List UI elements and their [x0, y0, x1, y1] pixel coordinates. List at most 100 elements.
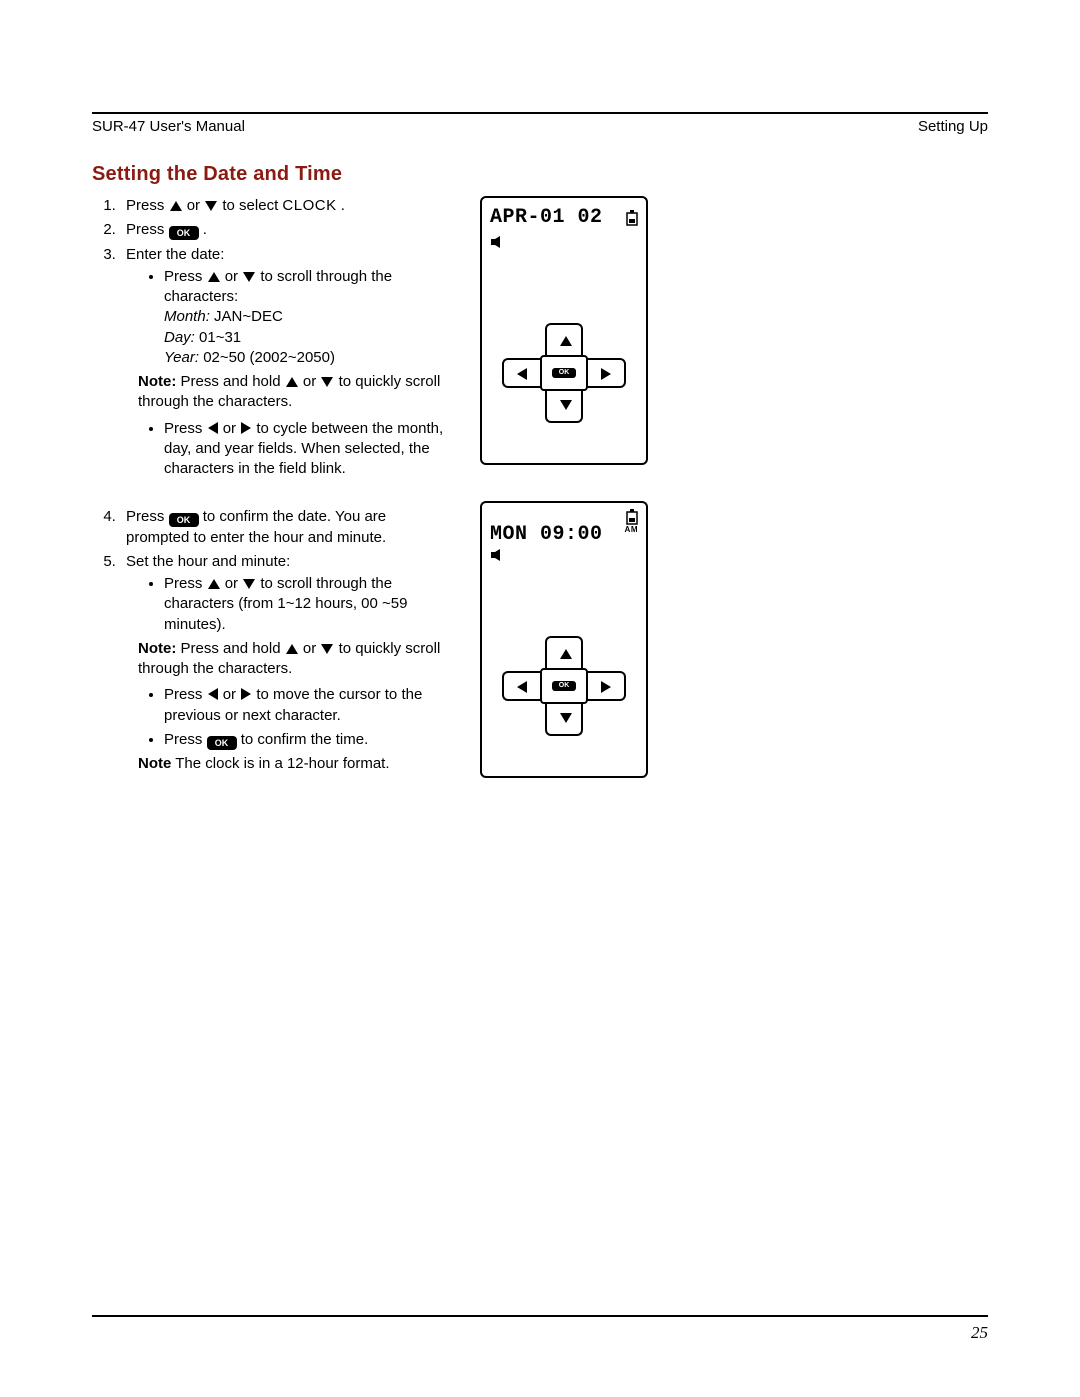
step-3-note: Note: Press and hold or to quickly scrol… — [138, 372, 452, 413]
up-triangle-icon — [207, 578, 221, 590]
ok-icon: OK — [552, 368, 576, 378]
note-label: Note: — [138, 640, 176, 657]
speaker-icon — [490, 235, 506, 249]
step-5-sublist-2: Press or to move the cursor to the previ… — [126, 685, 452, 750]
text: or — [223, 420, 241, 437]
clock-label: CLOCK — [282, 197, 336, 214]
header-left: SUR-47 User's Manual — [92, 118, 245, 135]
step-5-bullet-2: Press or to move the cursor to the previ… — [164, 685, 452, 726]
day-range: 01~31 — [195, 329, 241, 346]
month-label: Month: — [164, 308, 210, 325]
bottom-rule — [92, 1315, 988, 1317]
text: Press — [126, 221, 169, 238]
dpad-down-button — [545, 704, 583, 736]
dpad-left-button — [502, 358, 544, 388]
page-header: SUR-47 User's Manual Setting Up — [92, 118, 988, 135]
year-label: Year: — [164, 349, 199, 366]
header-right: Setting Up — [918, 118, 988, 135]
instructions-column: Press or to select CLOCK . Press OK . En… — [92, 196, 452, 780]
dpad-ok-button: OK — [540, 355, 588, 391]
down-triangle-icon — [320, 643, 334, 655]
ok-icon: OK — [552, 681, 576, 691]
top-rule — [92, 112, 988, 114]
step-1: Press or to select CLOCK . — [120, 196, 452, 216]
text: . — [341, 197, 345, 214]
dpad-down-button — [545, 391, 583, 423]
text: Press — [126, 508, 169, 525]
text: or — [225, 575, 243, 592]
text: Press — [126, 197, 169, 214]
month-range: JAN~DEC — [210, 308, 283, 325]
ok-icon: OK — [169, 513, 199, 527]
text: Press — [164, 575, 207, 592]
step-3-sublist-2: Press or to cycle between the month, day… — [126, 419, 452, 480]
step-2: Press OK . — [120, 220, 452, 240]
step-5-sublist: Press or to scroll through the character… — [126, 574, 452, 635]
text: to select — [222, 197, 282, 214]
step-5-note-1: Note: Press and hold or to quickly scrol… — [138, 639, 452, 680]
step-3-sublist: Press or to scroll through the character… — [126, 267, 452, 368]
battery-icon — [626, 210, 638, 226]
text: to confirm the time. — [241, 731, 369, 748]
dpad-up-button — [545, 636, 583, 668]
step-5-note-2: Note The clock is in a 12-hour format. — [138, 754, 452, 774]
dpad: OK — [494, 636, 634, 746]
dpad-ok-button: OK — [540, 668, 588, 704]
device-figure-date: APR-01 02 — [480, 196, 648, 465]
note-label: Note: — [138, 373, 176, 390]
ok-icon: OK — [207, 736, 237, 750]
text: Set the hour and minute: — [126, 553, 290, 570]
figures-column: APR-01 02 — [480, 196, 700, 780]
note-label: Note — [138, 755, 171, 772]
text: or — [223, 686, 241, 703]
steps-list: Press or to select CLOCK . Press OK . En… — [92, 196, 452, 774]
lcd-readout: APR-01 02 — [490, 204, 638, 231]
dpad-left-button — [502, 671, 544, 701]
up-triangle-icon — [169, 200, 183, 212]
day-label: Day: — [164, 329, 195, 346]
step-3: Enter the date: Press or to scroll throu… — [120, 245, 452, 480]
left-triangle-icon — [207, 687, 219, 701]
text: or — [303, 640, 321, 657]
text: or — [225, 268, 243, 285]
step-3-bullet-1: Press or to scroll through the character… — [164, 267, 452, 368]
down-triangle-icon — [242, 271, 256, 283]
device-figure-time: MON 09:00 AM — [480, 501, 648, 778]
step-4: Press OK to confirm the date. You are pr… — [120, 507, 452, 548]
ampm-label: AM — [625, 525, 638, 534]
up-triangle-icon — [207, 271, 221, 283]
text: . — [203, 221, 207, 238]
step-5-bullet-3: Press OK to confirm the time. — [164, 730, 452, 750]
dpad-right-button — [584, 671, 626, 701]
text: Press — [164, 731, 207, 748]
page-number: 25 — [971, 1323, 988, 1343]
up-triangle-icon — [285, 376, 299, 388]
dpad-right-button — [584, 358, 626, 388]
lcd-text: APR-01 02 — [490, 206, 603, 229]
text: Press and hold — [181, 640, 285, 657]
right-triangle-icon — [240, 687, 252, 701]
dpad-up-button — [545, 323, 583, 355]
text: Press — [164, 268, 207, 285]
text: or — [303, 373, 321, 390]
year-range: 02~50 (2002~2050) — [199, 349, 335, 366]
text: The clock is in a 12-hour format. — [175, 755, 389, 772]
lcd-readout: MON 09:00 AM — [490, 521, 638, 548]
text: Press and hold — [181, 373, 285, 390]
step-5: Set the hour and minute: Press or to scr… — [120, 552, 452, 775]
lcd-text: MON 09:00 — [490, 523, 603, 546]
step-5-bullet-1: Press or to scroll through the character… — [164, 574, 452, 635]
down-triangle-icon — [242, 578, 256, 590]
ok-icon: OK — [169, 226, 199, 240]
dpad: OK — [494, 323, 634, 433]
left-triangle-icon — [207, 421, 219, 435]
text: Enter the date: — [126, 246, 224, 263]
right-triangle-icon — [240, 421, 252, 435]
speaker-icon — [490, 548, 506, 562]
text: Press — [164, 686, 207, 703]
step-3-bullet-2: Press or to cycle between the month, day… — [164, 419, 452, 480]
down-triangle-icon — [320, 376, 334, 388]
section-title: Setting the Date and Time — [92, 163, 988, 186]
text: or — [187, 197, 205, 214]
down-triangle-icon — [204, 200, 218, 212]
